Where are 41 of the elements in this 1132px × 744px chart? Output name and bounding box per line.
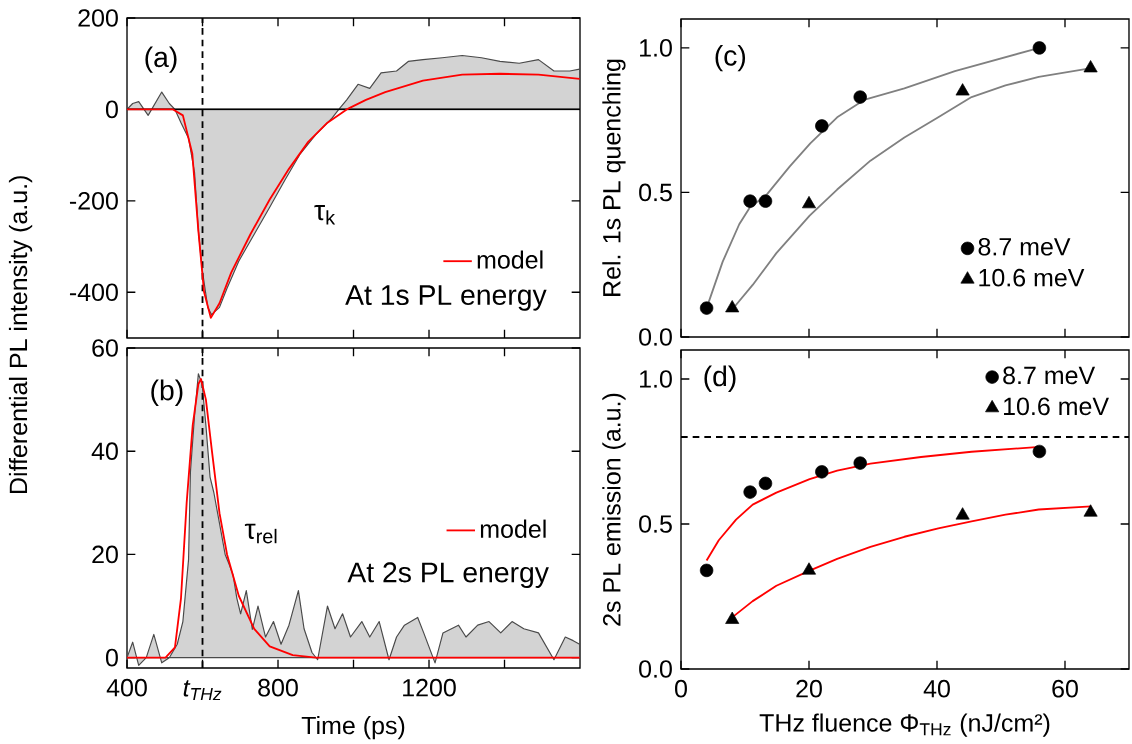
- x-tick-label: 800: [258, 678, 298, 697]
- legend-label: 10.6 meV: [1004, 397, 1109, 416]
- x-tick-label: 400: [106, 678, 147, 697]
- y-axis-title: Differential PL intensity (a.u.): [8, 176, 33, 494]
- y-tick-label: 1.0: [640, 370, 672, 388]
- annotation: τ$_{k}$: [314, 205, 336, 225]
- annotation: (c): [715, 44, 746, 72]
- y-axis-title: 2s PL emission (a.u.): [602, 393, 626, 626]
- y-tick-label: 1.0: [640, 39, 672, 57]
- y-tick-label: 0: [105, 648, 118, 667]
- legend-label: 10.6 meV: [979, 268, 1085, 287]
- y-tick-label: 40: [91, 442, 118, 461]
- x-tick-label: 0: [675, 679, 687, 698]
- annotation: (d): [704, 365, 736, 392]
- y-tick-label: 60: [92, 339, 118, 357]
- legend-label: 8.7 meV: [978, 237, 1071, 256]
- legend-label: model: [477, 250, 543, 269]
- y-tick-label: 200: [78, 9, 118, 27]
- y-tick-label: 0.0: [639, 328, 672, 346]
- y-tick-label: 0.5: [639, 515, 672, 533]
- x-tick-label: t$_{THz}$: [183, 680, 222, 701]
- annotation: (b): [151, 379, 183, 406]
- x-axis-title: Time (ps): [301, 715, 405, 740]
- y-tick-label: -200: [69, 192, 118, 210]
- y-tick-label: 0: [105, 100, 118, 119]
- legend-label: 8.7 meV: [1003, 366, 1096, 385]
- annotation: (a): [145, 46, 177, 73]
- y-tick-label: 0.5: [639, 183, 672, 202]
- annotation: At 2s PL energy: [347, 562, 549, 589]
- annotation: At 1s PL energy: [345, 285, 547, 311]
- y-tick-label: -400: [69, 283, 118, 302]
- x-tick-label: 60: [1052, 679, 1078, 698]
- x-axis-title: THz fluence Φ$_{THz}$ (nJ/cm²): [759, 713, 1050, 737]
- legend-label: model: [480, 519, 546, 538]
- x-tick-label: 1200: [403, 678, 456, 697]
- y-tick-label: 0.0: [639, 660, 672, 678]
- x-tick-label: 20: [796, 679, 822, 698]
- y-axis-title: Rel. 1s PL quenching: [602, 59, 626, 296]
- x-tick-label: 40: [923, 679, 950, 698]
- y-tick-label: 20: [92, 545, 118, 564]
- annotation: τ$_{rel}$: [244, 523, 277, 544]
